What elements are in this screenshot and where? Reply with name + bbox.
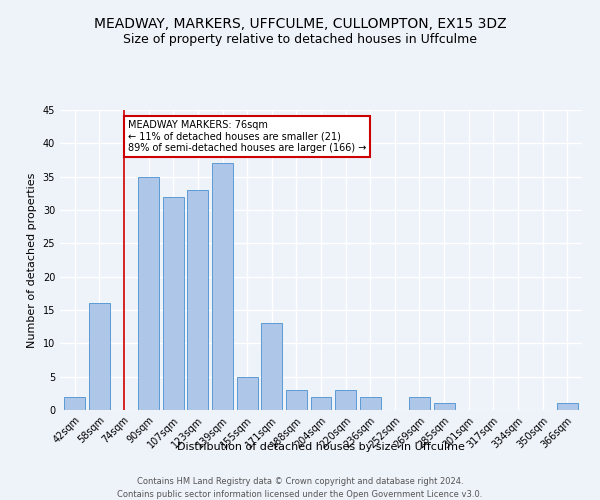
Bar (138, 176, 159, 410)
Bar (409, 396, 430, 410)
Text: Distribution of detached houses by size in Uffculme: Distribution of detached houses by size … (177, 442, 465, 452)
Y-axis label: Number of detached properties: Number of detached properties (27, 172, 37, 348)
Bar (335, 390, 356, 410)
Bar (286, 390, 307, 410)
Bar (261, 324, 282, 410)
Text: MEADWAY MARKERS: 76sqm
← 11% of detached houses are smaller (21)
89% of semi-det: MEADWAY MARKERS: 76sqm ← 11% of detached… (128, 120, 366, 153)
Bar (212, 164, 233, 410)
Text: Contains public sector information licensed under the Open Government Licence v3: Contains public sector information licen… (118, 490, 482, 499)
Bar (434, 404, 455, 410)
Text: Size of property relative to detached houses in Uffculme: Size of property relative to detached ho… (123, 32, 477, 46)
Bar (360, 396, 381, 410)
Text: MEADWAY, MARKERS, UFFCULME, CULLOMPTON, EX15 3DZ: MEADWAY, MARKERS, UFFCULME, CULLOMPTON, … (94, 18, 506, 32)
Bar (236, 376, 257, 410)
Bar (89, 304, 110, 410)
Bar (187, 190, 208, 410)
Bar (311, 396, 331, 410)
Bar (64, 396, 85, 410)
Bar (163, 196, 184, 410)
Text: Contains HM Land Registry data © Crown copyright and database right 2024.: Contains HM Land Registry data © Crown c… (137, 478, 463, 486)
Bar (557, 404, 578, 410)
